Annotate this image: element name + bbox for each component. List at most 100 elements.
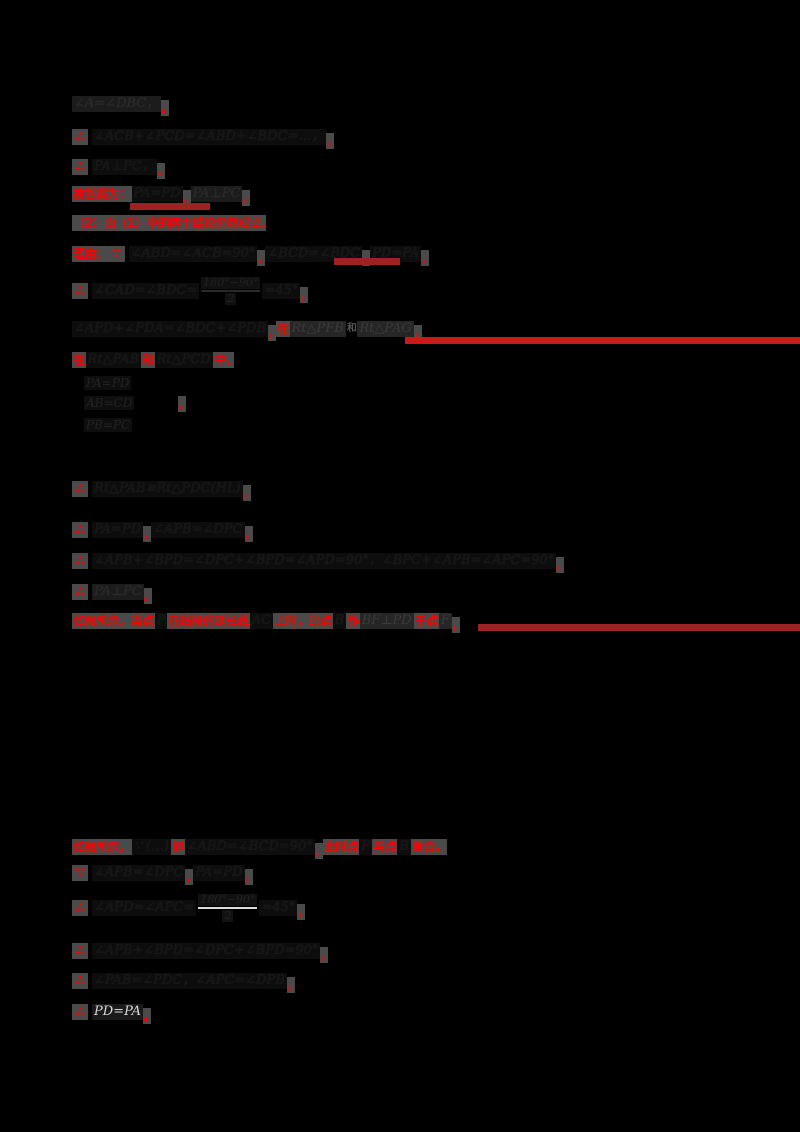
punctuation: ， [268,325,280,341]
text-line: ∴ Rt△PAB≌Rt△PDC(HL) ， [72,478,254,501]
highlight-underline [478,624,800,631]
fraction-bar [198,907,258,909]
math-expression: BF⊥PD [359,613,414,629]
text-line: ∴ ∠APB+∠BPD=∠DPC+∠BPD=90° ， [72,940,332,963]
text-line: ∴ ∠CAD=∠BDC= 180°−90° 2 =45° ， [72,276,312,306]
inline-label: 在 [72,352,86,368]
math-expression: PA⊥PC [190,186,243,202]
therefore-icon: ∴ [72,159,88,175]
case-label: 重合。 [410,839,448,855]
text-line: ∴ ∠APB+∠BPD=∠DPC+∠BPD=∠APD=90°，∠BPC+∠APB… [72,550,568,573]
therefore-icon: ∴ [72,1004,88,1020]
case-label: 与点 [372,839,398,855]
text-line: ∵ ∠APB=∠DPC ， PA=PD ， [72,862,256,885]
punctuation: ， [421,250,433,266]
answer-label: 故答案为： [72,186,132,202]
punctuation: ， [242,485,254,501]
math-expression: ∠APB+∠BPD=∠DPC+∠BPD=90° [92,943,321,959]
punctuation: 。 [143,588,155,604]
math-expression: Rt△PAB [85,352,142,368]
math-expression: PA=PD [131,186,183,202]
point-label: P [154,613,168,629]
punctuation: ， [297,904,309,920]
math-expression: ∠CAD=∠BDC= [92,283,200,299]
text-line: ∴ PD=PA 。 [72,1001,155,1024]
highlight-underline [405,337,800,344]
punctuation: ， [286,977,298,993]
math-expression: PA⊥PC [92,584,144,600]
math-expression: ∠A=∠DBC， [72,96,162,112]
point-label: B [397,839,411,855]
math-expression: ∠APD+∠PDA=∠BDC+∠PDB [72,321,269,337]
therefore-icon: ∴ [72,283,88,299]
therefore-icon: ∴ [72,943,88,959]
case-label: 如图所示，当点 [72,613,155,629]
punctuation: ， [320,947,332,963]
math-expression: Rt△PFB [289,321,346,337]
punctuation: 。 [143,1008,155,1024]
text-line: ∴ PA⊥PC 。 [72,581,155,604]
math-expression: ∠ACB+∠PCD=∠ABD+∠BDC=…， [92,129,327,145]
equation-row: PA=PD [84,376,132,390]
math-expression: PA=PD [92,522,144,538]
punctuation: ， [413,325,425,341]
therefore-icon: ∴ [72,900,88,916]
inline-label: 中 [212,352,227,368]
punctuation: 。 [326,133,338,149]
therefore-icon: ∴ [72,584,88,600]
text-line: ∴ ∠APD=∠APC= 180°−90° 2 =45° ， [72,893,309,923]
fraction-denominator: 2 [225,292,237,305]
fraction: 180°−90° 2 [201,276,261,305]
case-label: 作 [346,613,360,629]
case-label: 在线段的延长线 [167,613,250,629]
punctuation: 。 [556,557,568,573]
case-label: 如图所示， [72,839,132,855]
inline-label: 在 [276,321,290,337]
text-line: 在 Rt△PAB 和 Rt△PCD 中 ， [72,349,238,371]
answer-underline [130,203,210,210]
math-expression: =45° [262,283,301,299]
reason-label: 理由： [72,246,109,262]
punctuation: ， [451,617,463,633]
math-expression: Rt△PCD [154,352,213,368]
math-expression: ∠APB=∠DPC [151,522,245,538]
because-icon: ∵ [72,865,88,881]
equation-system: PA=PD AB=CD PB=PC ， [72,376,192,446]
case-line: 如图所示，当点 P 在线段的延长线 AC 上时，过点 B 作 BF⊥PD 于点 … [72,610,463,633]
math-expression: ∠APB=∠DPC [92,865,186,881]
punctuation: 。 [161,100,173,116]
fraction-numerator: 180°−90° [198,893,258,906]
punctuation: ， [300,287,312,303]
point-label: F [438,613,452,629]
math-expression: PA=PD [193,865,245,881]
math-expression: PA⊥PC， [92,159,157,175]
case-label: 此时点 [322,839,360,855]
math-expression: Rt△PAB≌Rt△PDC(HL) [92,481,243,497]
equation-row: PB=PC [84,418,133,432]
case-line: 如图所示， ∵ (…) 即 ∠ABD=∠BCD=90° ， 此时点 F 与点 B… [72,836,448,859]
inline-label: 和 [141,352,155,368]
math-expression: ∠APB+∠BPD=∠DPC+∠BPD=∠APD=90°，∠BPC+∠APB=∠… [92,553,557,569]
math-expression: ∠PAB=∠PDC，∠APC=∠DPB [92,973,287,989]
math-expression: ∠ABD=∠ACB=90° [128,246,258,262]
segment-label: AC [249,613,274,629]
therefore-icon: ∴ [72,553,88,569]
point-label: F [359,839,373,855]
point-label: B [332,613,347,629]
case-label: 于点 [413,613,439,629]
case-label: 即 [171,839,185,855]
punctuation: ， [244,526,256,542]
punctuation: ， [143,526,155,542]
punctuation: ， [185,869,197,885]
case-label: 上时，过点 [273,613,333,629]
math-expression: Rt△PAG [357,321,414,337]
highlight-underline [334,258,400,265]
punctuation: 。 [242,190,254,206]
punctuation: ， [257,250,269,266]
math-expression: ∠APD=∠APC= [92,900,197,916]
fraction-denominator: 2 [222,909,234,922]
fraction-numerator: 180°−90° [201,276,261,289]
punctuation: ， [226,352,238,368]
equation-row: AB=CD [84,396,135,410]
therefore-icon: ∴ [72,522,88,538]
